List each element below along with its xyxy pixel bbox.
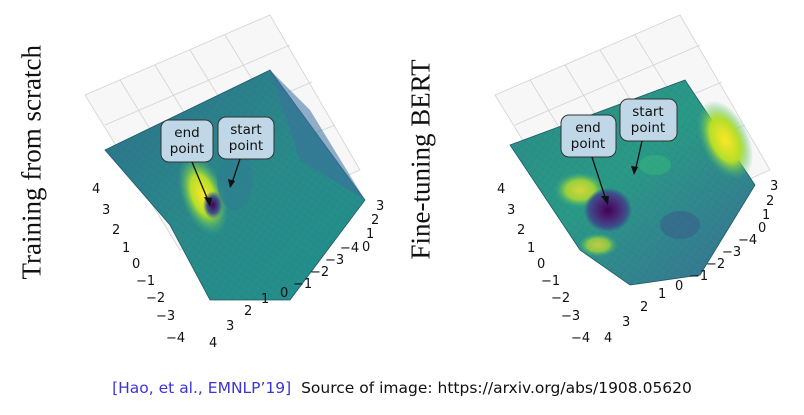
svg-text:−4: −4 bbox=[166, 331, 185, 346]
svg-text:0: 0 bbox=[758, 221, 766, 236]
svg-text:3: 3 bbox=[622, 315, 630, 330]
svg-text:−4: −4 bbox=[738, 233, 757, 248]
svg-text:−3: −3 bbox=[561, 309, 580, 324]
svg-text:3: 3 bbox=[102, 203, 110, 218]
svg-text:2: 2 bbox=[112, 223, 120, 238]
svg-text:2: 2 bbox=[766, 194, 774, 209]
svg-text:start: start bbox=[632, 104, 663, 120]
axis-right-ticks: 3 2 1 0 bbox=[758, 179, 778, 236]
svg-text:−1: −1 bbox=[541, 274, 560, 289]
loss-surface-plot-scratch: end point start point 4 3 2 1 0 −1 −2 −3… bbox=[60, 0, 390, 360]
svg-text:point: point bbox=[170, 141, 204, 157]
svg-text:−1: −1 bbox=[136, 274, 155, 289]
svg-text:3: 3 bbox=[376, 199, 384, 214]
svg-text:1: 1 bbox=[261, 292, 269, 307]
loss-surface-plot-bert: end point start point 4 3 2 1 0 −1 −2 −3… bbox=[470, 0, 800, 360]
svg-text:4: 4 bbox=[209, 336, 217, 351]
svg-text:2: 2 bbox=[517, 223, 525, 238]
svg-text:0: 0 bbox=[675, 279, 683, 294]
svg-text:point: point bbox=[631, 120, 665, 136]
svg-text:3: 3 bbox=[226, 319, 234, 334]
svg-text:2: 2 bbox=[371, 213, 379, 228]
svg-text:4: 4 bbox=[497, 182, 505, 197]
image-source: Source of image: https://arxiv.org/abs/1… bbox=[301, 379, 692, 397]
figure-caption: [Hao, et al., EMNLP’19] Source of image:… bbox=[0, 379, 804, 397]
svg-text:4: 4 bbox=[604, 331, 612, 346]
svg-text:1: 1 bbox=[658, 287, 666, 302]
axis-right-ticks: 3 2 1 0 bbox=[362, 199, 384, 255]
citation: [Hao, et al., EMNLP’19] bbox=[112, 379, 291, 397]
svg-text:3: 3 bbox=[770, 179, 778, 194]
svg-text:0: 0 bbox=[280, 286, 288, 301]
svg-text:0: 0 bbox=[362, 240, 370, 255]
svg-text:0: 0 bbox=[537, 257, 545, 272]
side-label-fine-tuning-bert: Fine-tuning BERT bbox=[406, 80, 437, 260]
svg-text:point: point bbox=[571, 136, 605, 152]
side-label-training-from-scratch: Training from scratch bbox=[17, 60, 48, 280]
svg-text:−2: −2 bbox=[146, 291, 165, 306]
svg-text:−4: −4 bbox=[571, 331, 590, 346]
svg-text:0: 0 bbox=[132, 257, 140, 272]
svg-text:−4: −4 bbox=[340, 241, 359, 256]
svg-text:4: 4 bbox=[92, 182, 100, 197]
svg-text:−3: −3 bbox=[156, 309, 175, 324]
svg-text:end: end bbox=[174, 125, 199, 141]
svg-text:point: point bbox=[229, 138, 263, 154]
svg-text:3: 3 bbox=[507, 203, 515, 218]
svg-text:2: 2 bbox=[244, 304, 252, 319]
svg-text:start: start bbox=[230, 122, 261, 138]
svg-text:1: 1 bbox=[122, 241, 130, 256]
svg-text:end: end bbox=[575, 120, 600, 136]
svg-text:1: 1 bbox=[527, 241, 535, 256]
svg-text:−2: −2 bbox=[551, 291, 570, 306]
svg-text:2: 2 bbox=[640, 300, 648, 315]
